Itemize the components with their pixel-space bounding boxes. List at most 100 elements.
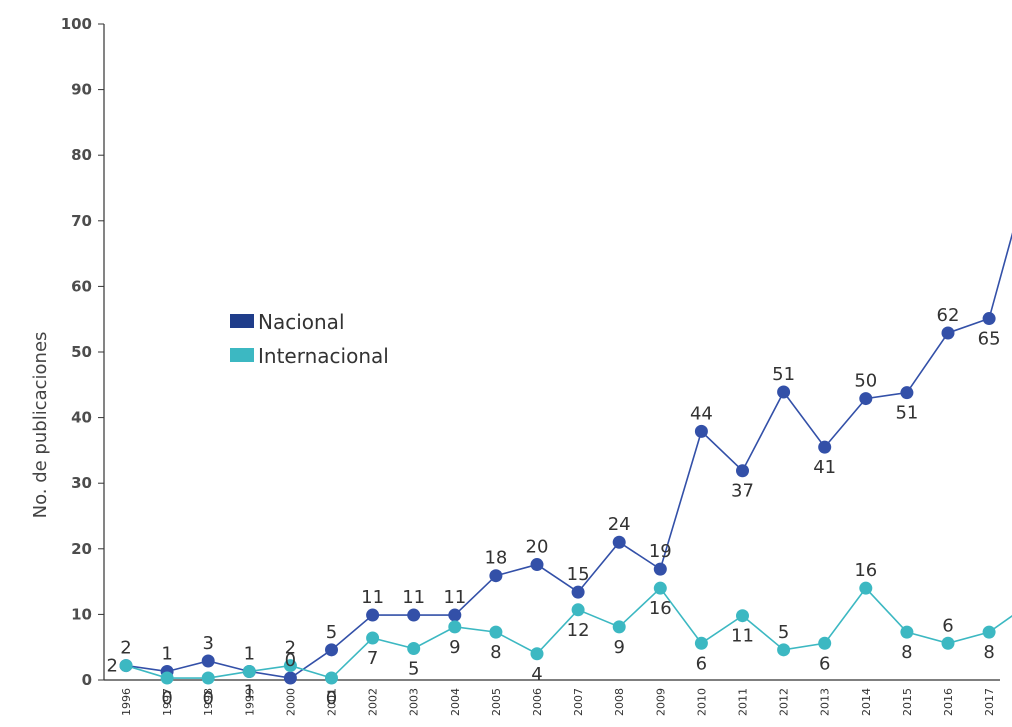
y-tick-label: 70: [71, 212, 92, 230]
data-point-nacional: [613, 536, 626, 549]
y-tick-label: 10: [71, 605, 92, 623]
data-point-nacional: [736, 464, 749, 477]
data-label-nacional: 5: [326, 622, 337, 643]
data-label-internacional: 8: [901, 642, 912, 663]
data-label-internacional: 0: [202, 688, 213, 709]
x-tick-label: 1996: [120, 688, 133, 716]
data-label-nacional: 51: [772, 364, 795, 385]
x-tick-label: 2012: [778, 688, 791, 716]
data-label-nacional: 11: [361, 587, 384, 608]
data-label-internacional: 5: [408, 659, 419, 680]
data-label-internacional: 8: [983, 642, 994, 663]
data-label-internacional: 6: [819, 653, 830, 674]
x-tick-label: 2017: [983, 688, 996, 716]
data-label-internacional: 11: [731, 626, 754, 647]
data-label-nacional: 1: [244, 643, 255, 664]
legend-swatch-internacional: [230, 348, 254, 362]
data-point-internacional: [942, 637, 955, 650]
data-point-internacional: [818, 637, 831, 650]
data-point-internacional: [325, 672, 338, 685]
x-tick-label: 2007: [572, 688, 585, 716]
data-point-nacional: [900, 386, 913, 399]
data-label-nacional: 24: [608, 514, 631, 535]
data-label-nacional: 3: [202, 633, 213, 654]
data-point-nacional: [202, 654, 215, 667]
data-label-internacional: 8: [490, 642, 501, 663]
data-point-nacional: [695, 425, 708, 438]
data-label-nacional: 11: [402, 587, 425, 608]
data-point-nacional: [448, 609, 461, 622]
data-label-nacional: 19: [649, 541, 672, 562]
data-label-internacional: 6: [696, 653, 707, 674]
data-point-internacional: [654, 582, 667, 595]
data-point-internacional: [859, 582, 872, 595]
y-tick-label: 40: [71, 409, 92, 427]
data-label-nacional: 11: [443, 587, 466, 608]
data-label-nacional: 51: [895, 403, 918, 424]
legend: Nacional Internacional: [230, 310, 389, 368]
data-point-nacional: [366, 609, 379, 622]
x-tick-label: 2008: [613, 688, 626, 716]
data-label-nacional: 15: [567, 564, 590, 585]
data-point-internacional: [407, 642, 420, 655]
data-point-internacional: [448, 620, 461, 633]
data-point-nacional: [777, 386, 790, 399]
data-label-internacional: 16: [649, 598, 672, 619]
x-tick-label: 2011: [737, 688, 750, 716]
data-label-nacional: 50: [854, 371, 877, 392]
data-label-internacional: 6: [942, 615, 953, 636]
data-point-internacional: [161, 672, 174, 685]
data-point-internacional: [202, 672, 215, 685]
data-label-internacional: 0: [326, 688, 337, 709]
data-label-nacional: 44: [690, 403, 713, 424]
data-label-nacional: 18: [484, 548, 507, 569]
data-point-internacional: [366, 632, 379, 645]
data-point-nacional: [942, 326, 955, 339]
data-point-internacional: [531, 647, 544, 660]
data-point-internacional: [489, 626, 502, 639]
data-point-internacional: [736, 609, 749, 622]
data-point-internacional: [572, 603, 585, 616]
data-label-nacional: 65: [978, 329, 1001, 350]
y-tick-label: 90: [71, 81, 92, 99]
data-point-nacional: [325, 643, 338, 656]
data-label-internacional: 2: [285, 638, 296, 659]
x-tick-label: 2003: [408, 688, 421, 716]
data-point-internacional: [695, 637, 708, 650]
data-point-nacional: [531, 558, 544, 571]
legend-label-internacional: Internacional: [258, 344, 389, 368]
data-label-internacional: 7: [367, 648, 378, 669]
x-tick-label: 2002: [367, 688, 380, 716]
data-point-internacional: [243, 665, 256, 678]
x-tick-label: 2009: [654, 688, 667, 716]
data-label-nacional: 62: [937, 305, 960, 326]
data-point-nacional: [284, 672, 297, 685]
legend-label-nacional: Nacional: [258, 310, 345, 334]
x-tick-label: 2016: [942, 688, 955, 716]
legend-swatch-nacional: [230, 314, 254, 328]
data-point-nacional: [489, 569, 502, 582]
y-tick-label: 20: [71, 540, 92, 558]
data-label-nacional: 2: [120, 638, 131, 659]
y-tick-label: 0: [82, 671, 92, 689]
x-tick-label: 2000: [284, 688, 297, 716]
series-lines: [126, 169, 1012, 678]
data-label-nacional: 1: [161, 643, 172, 664]
data-label-nacional: 20: [526, 537, 549, 558]
y-tick-label: 60: [71, 277, 92, 295]
data-point-nacional: [572, 586, 585, 599]
data-point-nacional: [407, 609, 420, 622]
x-tick-label: 2004: [449, 688, 462, 716]
data-label-nacional: 37: [731, 481, 754, 502]
y-tick-label: 30: [71, 474, 92, 492]
data-labels: 2131051111111820152419443751415051626592…: [107, 141, 1012, 709]
data-label-internacional: 2: [107, 656, 118, 677]
data-label-nacional: 41: [813, 457, 836, 478]
data-point-internacional: [120, 659, 133, 672]
data-point-internacional: [613, 620, 626, 633]
x-tick-label: 2014: [860, 688, 873, 716]
data-point-nacional: [654, 563, 667, 576]
data-point-internacional: [777, 643, 790, 656]
y-axis-label: No. de publicaciones: [30, 332, 51, 519]
